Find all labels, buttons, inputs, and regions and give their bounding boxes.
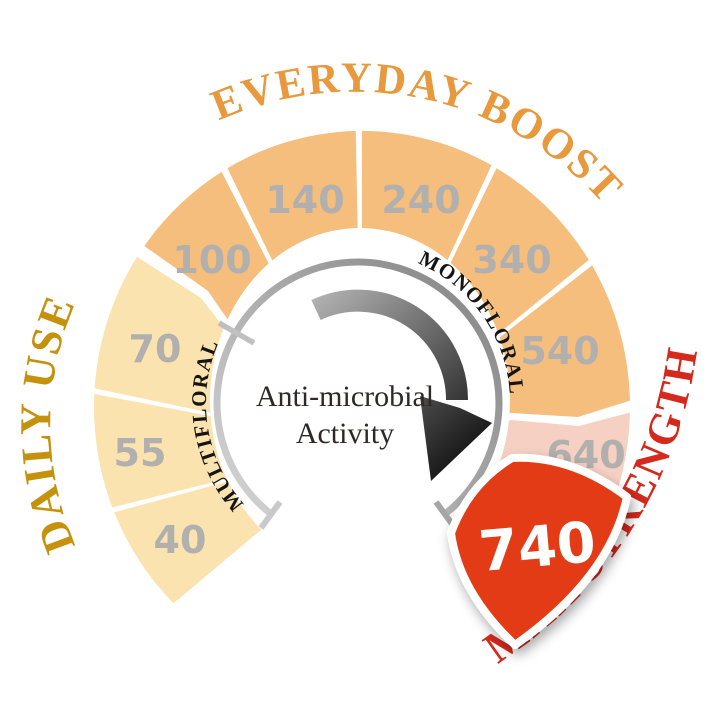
zone-title-daily-use: DAILY USE (11, 288, 85, 560)
center-caption-line1: Anti-microbial (256, 380, 434, 413)
inner-scale-ring (213, 258, 503, 530)
segment-label-140: 140 (265, 178, 344, 222)
swoosh-arc (311, 289, 469, 401)
selected-value-label: 740 (476, 510, 598, 585)
center-caption-line2: Activity (296, 417, 394, 450)
segment-label-340: 340 (472, 238, 551, 282)
shield-shape (447, 453, 631, 649)
segment-label-40: 40 (154, 518, 207, 562)
segment-label-55: 55 (114, 431, 167, 475)
selected-value-shield: 740 (447, 453, 631, 649)
scale-end-cap-left (258, 500, 283, 530)
center-caption: Anti-microbial Activity (256, 380, 434, 450)
segment-label-540: 540 (520, 329, 599, 373)
swoosh-arrow (311, 289, 492, 481)
swoosh-arrowhead-icon (420, 396, 492, 481)
scale-tick (217, 320, 256, 346)
scale-arc (213, 258, 503, 517)
segment-label-70: 70 (129, 327, 182, 371)
segment-label-100: 100 (172, 238, 251, 282)
segment-numbers: 40 55 70 100 140 240 340 540 640 (114, 178, 626, 562)
segment-label-240: 240 (381, 178, 460, 222)
